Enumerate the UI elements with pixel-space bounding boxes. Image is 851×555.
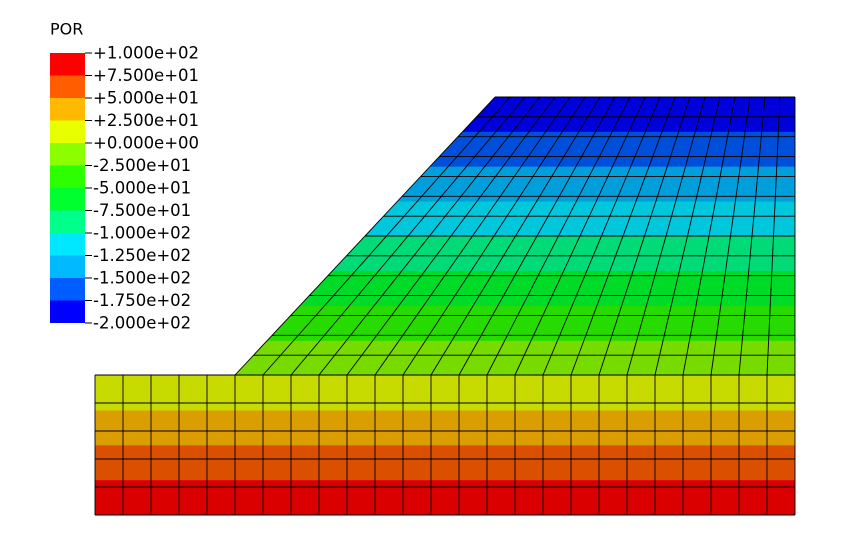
legend: +1.000e+02 +7.500e+01 +5.000e+01 +2.500e+01… [50,44,199,333]
contour-band [95,445,795,481]
legend-label: -5.000e+01 [93,179,191,198]
legend-label: -2.000e+02 [93,314,191,333]
legend-swatch [50,210,85,233]
legend-label: -1.500e+02 [93,269,191,288]
contour-band [95,410,795,446]
legend-swatch [50,120,85,143]
legend-label: -1.250e+02 [93,246,191,265]
legend-swatch [50,255,85,278]
legend-label: +1.000e+02 [93,44,199,63]
legend-label: -1.000e+02 [93,224,191,243]
legend-label: +5.000e+01 [93,89,199,108]
legend-swatch [50,300,85,323]
legend-label: +2.500e+01 [93,111,199,130]
contour-bands [95,97,795,515]
legend-label: +7.500e+01 [93,66,199,85]
legend-label: -2.500e+01 [93,156,191,175]
legend-swatch [50,98,85,121]
legend-swatch [50,233,85,256]
contour-band [95,375,795,411]
contour-band [95,480,795,515]
legend-label: -7.500e+01 [93,201,191,220]
legend-title: POR [50,20,83,39]
mesh [94,96,796,516]
legend-label: +0.000e+00 [93,134,199,153]
legend-swatch [50,188,85,211]
legend-swatch [50,75,85,98]
shade [95,97,795,515]
legend-swatch [50,53,85,76]
legend-label: -1.750e+02 [93,291,191,310]
legend-swatch [50,165,85,188]
legend-swatch [50,278,85,301]
legend-swatch [50,143,85,166]
